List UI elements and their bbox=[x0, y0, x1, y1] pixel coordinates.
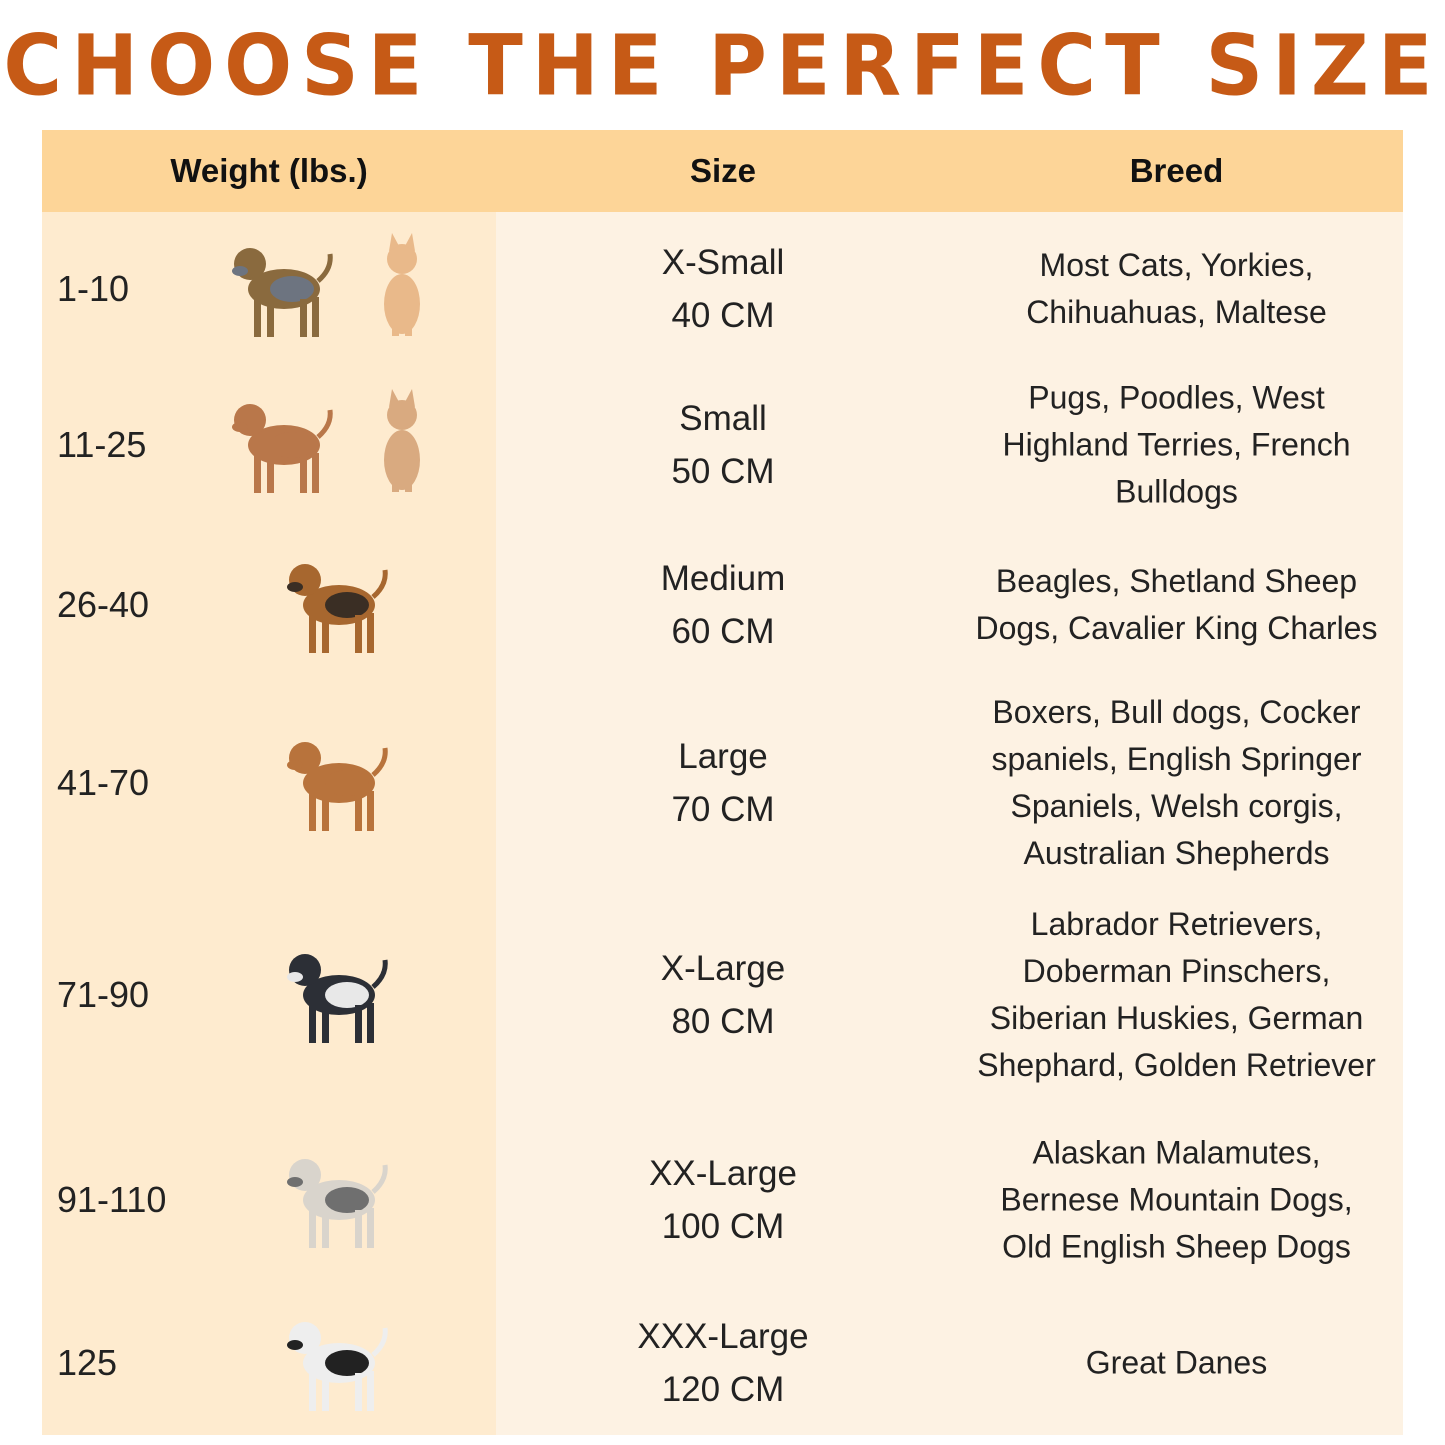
great-dane-image bbox=[277, 1303, 397, 1423]
table-row: 1-10 X-Small 40 CM Most Cats, Yorkies, Chihu… bbox=[42, 212, 1403, 365]
size-line: Medium bbox=[660, 559, 786, 598]
size-line: 60 CM bbox=[671, 612, 775, 651]
size-line: X-Large bbox=[660, 949, 786, 988]
table-row: 26-40 Medium 60 CM Beagles, Shetland Sheep D… bbox=[42, 525, 1403, 685]
breed-line: Australian Shepherds bbox=[1023, 834, 1330, 871]
weight-cell: 26-40 bbox=[57, 584, 150, 625]
size-cell: Medium 60 CM bbox=[496, 552, 950, 658]
size-line: Small bbox=[679, 399, 767, 438]
size-line: XXX-Large bbox=[637, 1316, 809, 1356]
size-cell: XX-Large 100 CM bbox=[496, 1147, 950, 1253]
table-row: 125 XXX-Large 120 CM Great Danes bbox=[42, 1290, 1403, 1435]
weight-cell: 1-10 bbox=[57, 267, 130, 309]
size-cell: Large 70 CM bbox=[496, 730, 950, 836]
poodle-image bbox=[222, 385, 342, 505]
size-line: 100 CM bbox=[661, 1207, 785, 1246]
breed-cell: Beagles, Shetland Sheep Dogs, Cavalier Ki… bbox=[950, 558, 1403, 652]
yorkie-image bbox=[222, 229, 342, 349]
breed-line: Siberian Huskies, German bbox=[989, 1000, 1364, 1036]
breed-line: Chihuahuas, Maltese bbox=[1026, 293, 1327, 330]
kitten-image bbox=[372, 229, 432, 344]
breed-line: Alaskan Malamutes, bbox=[1032, 1134, 1321, 1171]
size-line: Large bbox=[678, 736, 768, 776]
animal-images bbox=[212, 545, 472, 665]
weight-column-background bbox=[42, 212, 496, 1435]
breed-line: Bernese Mountain Dogs, bbox=[1000, 1181, 1353, 1218]
size-line: XX-Large bbox=[649, 1154, 797, 1193]
header-breed: Breed bbox=[1129, 152, 1224, 189]
size-line: 120 CM bbox=[661, 1369, 785, 1409]
weight-cell: 41-70 bbox=[57, 761, 150, 803]
size-cell: X-Large 80 CM bbox=[496, 942, 950, 1048]
breed-line: Old English Sheep Dogs bbox=[1002, 1228, 1351, 1265]
breed-cell: Boxers, Bull dogs, Cocker spaniels, Engli… bbox=[950, 689, 1403, 877]
animal-images bbox=[212, 1140, 472, 1260]
breed-line: Pugs, Poodles, West bbox=[1028, 379, 1325, 416]
table-row: 91-110 XX-Large 100 CM Alaskan Malamutes, Be… bbox=[42, 1110, 1403, 1290]
breed-line: Beagles, Shetland Sheep bbox=[995, 563, 1358, 599]
breed-cell: Great Danes bbox=[950, 1339, 1403, 1386]
breed-line: Dogs, Cavalier King Charles bbox=[975, 610, 1378, 646]
cat-image bbox=[372, 385, 432, 500]
breed-line: Doberman Pinschers, bbox=[1022, 953, 1331, 989]
animal-images bbox=[212, 1303, 472, 1423]
breed-line: Shephard, Golden Retriever bbox=[977, 1047, 1376, 1083]
size-line: 80 CM bbox=[671, 1002, 775, 1041]
table-header: Weight (lbs.) Size Breed bbox=[42, 130, 1403, 212]
husky-image bbox=[277, 935, 397, 1055]
breed-line: Labrador Retrievers, bbox=[1030, 906, 1323, 942]
size-cell: Small 50 CM bbox=[496, 392, 950, 498]
size-chart-table: Weight (lbs.) Size Breed 1-10 X-Small 40 C… bbox=[42, 130, 1403, 1435]
size-cell: X-Small 40 CM bbox=[496, 236, 950, 342]
breed-line: Boxers, Bull dogs, Cocker bbox=[992, 693, 1361, 730]
size-line: X-Small bbox=[661, 242, 785, 282]
table-row: 71-90 X-Large 80 CM Labrador Retrievers, Dob… bbox=[42, 880, 1403, 1110]
size-line: 50 CM bbox=[671, 452, 775, 491]
boxer-image bbox=[277, 723, 397, 843]
weight-cell: 71-90 bbox=[57, 974, 150, 1015]
animal-images bbox=[212, 935, 472, 1055]
size-cell: XXX-Large 120 CM bbox=[496, 1310, 950, 1416]
size-line: 70 CM bbox=[671, 789, 775, 829]
table-row: 41-70 Large 70 CM Boxers, Bull dogs, Cocker… bbox=[42, 685, 1403, 880]
breed-line: Bulldogs bbox=[1115, 473, 1238, 510]
animal-images bbox=[212, 723, 472, 843]
animal-images bbox=[212, 385, 472, 505]
beagle-image bbox=[277, 545, 397, 665]
breed-line: Spaniels, Welsh corgis, bbox=[1010, 787, 1343, 824]
breed-cell: Alaskan Malamutes, Bernese Mountain Dogs,… bbox=[950, 1130, 1403, 1271]
breed-cell: Labrador Retrievers, Doberman Pinschers, S… bbox=[950, 901, 1403, 1089]
breed-line: Highland Terries, French bbox=[1002, 426, 1351, 463]
size-line: 40 CM bbox=[671, 295, 775, 335]
weight-cell: 11-25 bbox=[57, 424, 147, 465]
sheepdog-image bbox=[277, 1140, 397, 1260]
weight-cell: 91-110 bbox=[57, 1179, 167, 1220]
breed-cell: Pugs, Poodles, West Highland Terries, Fre… bbox=[950, 375, 1403, 516]
breed-line: Great Danes bbox=[1085, 1344, 1268, 1380]
header-weight: Weight (lbs.) bbox=[170, 152, 368, 189]
page-title: CHOOSE THE PERFECT SIZE bbox=[3, 16, 1442, 115]
breed-cell: Most Cats, Yorkies, Chihuahuas, Maltese bbox=[950, 242, 1403, 336]
header-size: Size bbox=[689, 152, 757, 189]
breed-line: spaniels, English Springer bbox=[991, 740, 1362, 777]
table-row: 11-25 Small 50 CM Pugs, Poodles, West Highla… bbox=[42, 365, 1403, 525]
breed-line: Most Cats, Yorkies, bbox=[1039, 246, 1314, 283]
weight-cell: 125 bbox=[57, 1341, 118, 1383]
body-background bbox=[496, 212, 1403, 1435]
animal-images bbox=[212, 229, 472, 349]
